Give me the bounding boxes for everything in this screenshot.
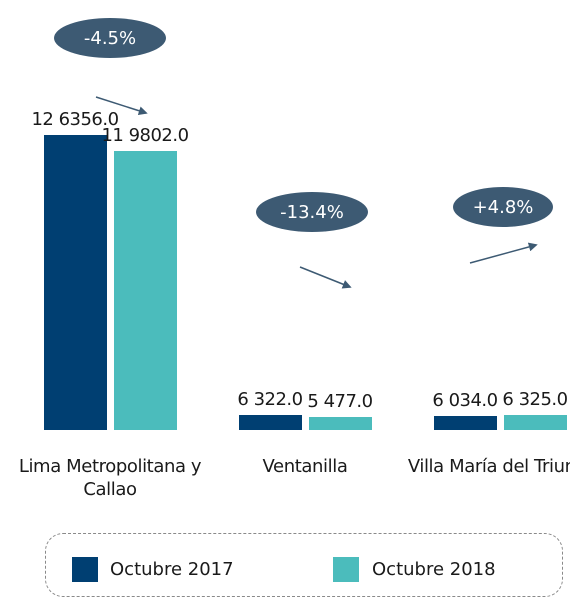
value-label: 12 6356.0 — [31, 109, 119, 131]
value-label: 6 322.0 — [237, 389, 303, 411]
value-label: 5 477.0 — [307, 391, 373, 413]
bar — [308, 417, 372, 430]
bar — [503, 415, 567, 430]
arrow — [95, 96, 148, 116]
value-label: 11 9802.0 — [101, 124, 189, 146]
arrow — [469, 242, 538, 264]
bar — [433, 415, 497, 430]
legend-swatch — [333, 557, 359, 582]
value-label: 6 034.0 — [432, 389, 498, 411]
category-label: Lima Metropolitana y Callao — [18, 456, 202, 500]
legend-text: Octubre 2017 — [110, 559, 234, 580]
annotation: +4.8% — [453, 187, 553, 227]
value-label: 6 325.0 — [502, 389, 568, 411]
legend-swatch — [72, 557, 98, 582]
category-label: Villa María del Triunfo — [407, 456, 570, 477]
arrow — [299, 266, 352, 289]
bar — [113, 150, 177, 430]
annotation: -4.5% — [54, 18, 166, 58]
annotation: -13.4% — [256, 192, 368, 232]
bar — [43, 135, 107, 430]
legend-box — [45, 533, 563, 597]
bar — [238, 415, 302, 430]
legend-text: Octubre 2018 — [372, 559, 496, 580]
category-label: Ventanilla — [262, 456, 348, 477]
